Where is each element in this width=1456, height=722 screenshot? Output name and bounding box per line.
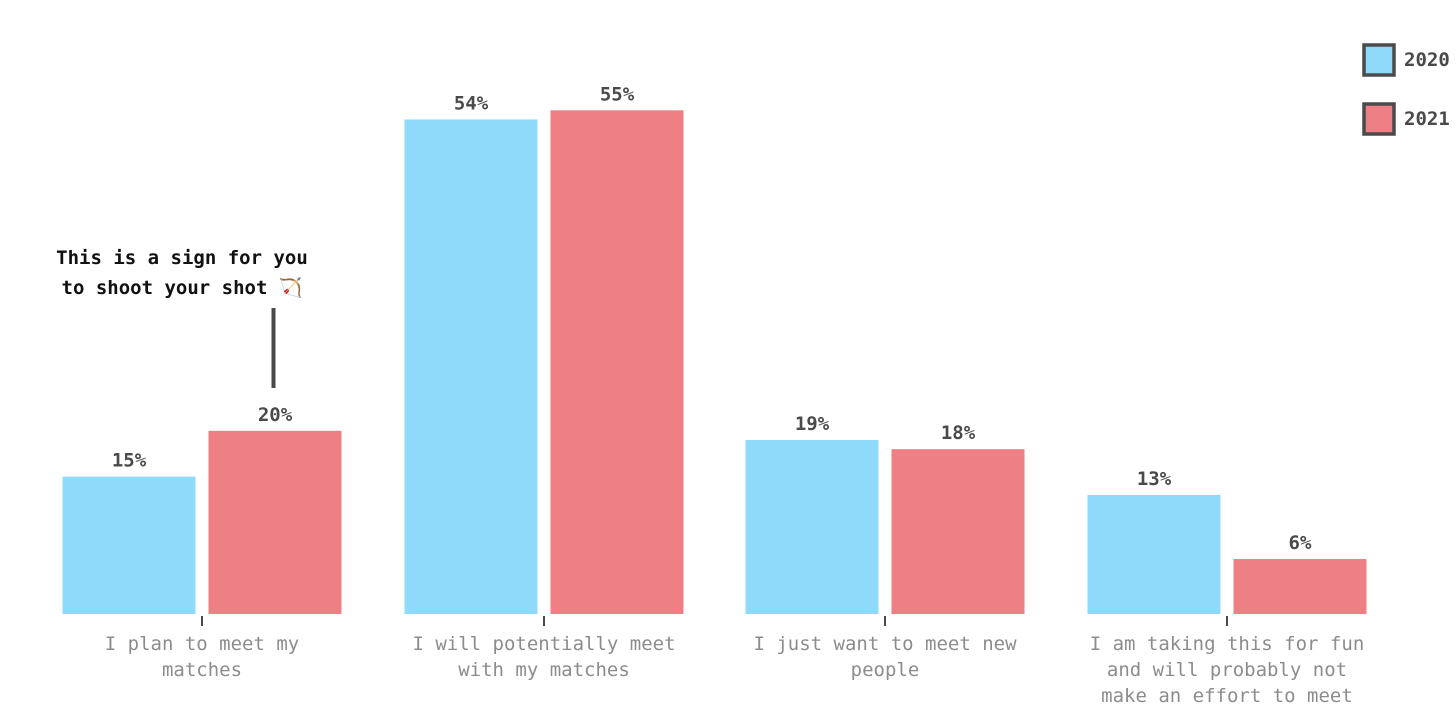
bars-group <box>62 110 1367 614</box>
x-tick-label-0: I plan to meet my matches <box>105 633 299 681</box>
value-label-2020-cat-3: 13% <box>1137 468 1172 490</box>
value-label-2021-cat-1: 55% <box>600 83 635 105</box>
x-tick-label-3: I am taking this for fun and will probabl… <box>1090 633 1365 707</box>
legend-label-2021: 2021 <box>1404 108 1450 130</box>
value-label-2021-cat-0: 20% <box>258 404 293 426</box>
legend-label-2020: 2020 <box>1404 49 1450 71</box>
value-label-2021-cat-3: 6% <box>1289 532 1312 554</box>
bar-2021-cat-0 <box>208 430 342 614</box>
value-labels-group: 15% 20% 54% 55% 19% 18% 13% 6% <box>112 83 1312 554</box>
annotation: This is a sign for you to shoot your shot… <box>56 247 308 388</box>
x-axis: I plan to meet my matches I will potential… <box>105 616 1365 707</box>
bar-2020-cat-0 <box>62 476 196 614</box>
annotation-text: This is a sign for you to shoot your shot… <box>56 247 308 299</box>
legend-swatch-2021 <box>1362 102 1396 136</box>
x-tick-label-1: I will potentially meet with my matches <box>412 633 675 681</box>
value-label-2020-cat-2: 19% <box>795 413 830 435</box>
bar-2020-cat-2 <box>745 440 879 614</box>
value-label-2020-cat-0: 15% <box>112 450 147 472</box>
bar-2021-cat-2 <box>891 449 1025 614</box>
legend: 2020 2021 <box>1362 43 1450 136</box>
x-tick-label-2: I just want to meet new people <box>753 633 1017 681</box>
bar-2020-cat-3 <box>1087 494 1221 614</box>
bar-2020-cat-1 <box>404 119 538 614</box>
bar-2021-cat-3 <box>1233 559 1367 614</box>
value-label-2021-cat-2: 18% <box>941 422 976 444</box>
bar-2021-cat-1 <box>550 110 684 614</box>
value-label-2020-cat-1: 54% <box>454 92 489 114</box>
legend-swatch-2020 <box>1362 43 1396 77</box>
